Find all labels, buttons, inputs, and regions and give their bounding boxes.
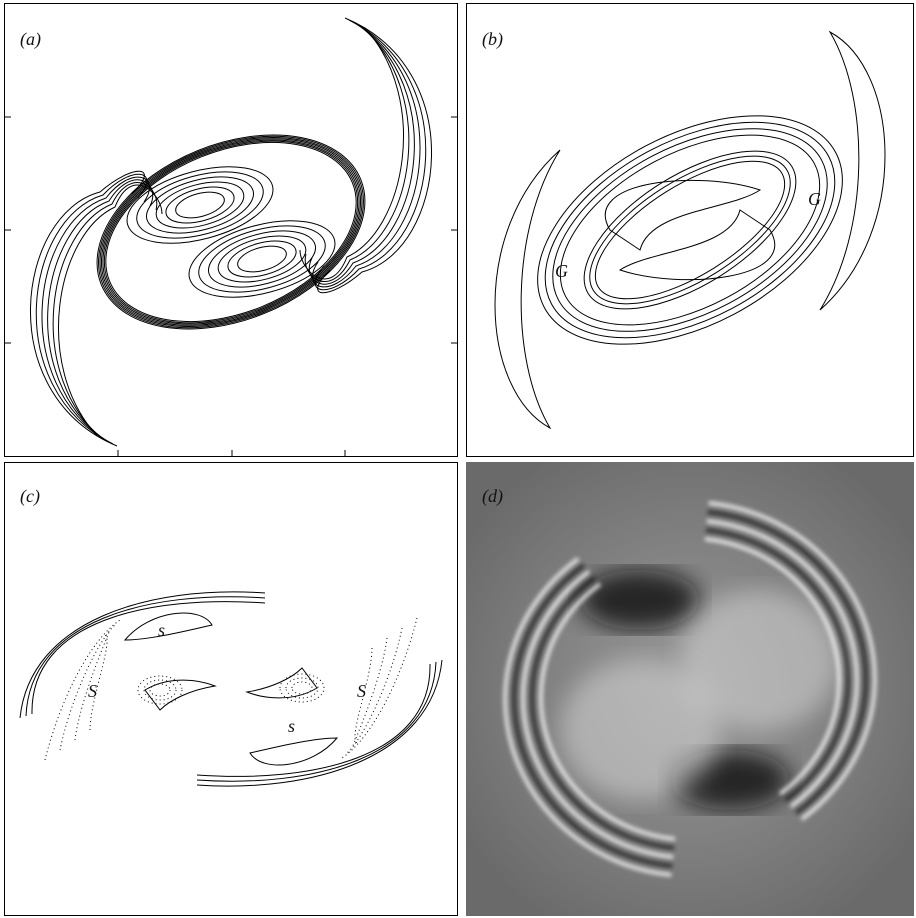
contour [605,180,760,250]
shade [580,570,700,630]
dotted-contour [342,618,417,758]
panel-label: (a) [20,29,41,50]
contour [519,87,860,373]
contour [181,207,343,312]
contour [567,127,813,333]
contour [529,96,850,364]
panel-b [495,32,885,428]
contour [68,98,394,366]
contour [575,135,806,326]
contour [250,738,337,765]
contour [247,668,317,698]
contour [72,101,390,362]
panel-a [4,18,458,457]
annotation: G [555,261,568,281]
panel-d [466,462,914,916]
annotation: S [357,681,366,701]
annotation: s [288,716,295,736]
annotation: S [88,681,97,701]
contour [197,660,442,786]
panel-c-frame [5,463,458,916]
contour [140,167,259,244]
contour [70,100,392,365]
contour [495,150,560,428]
panel-label: (b) [482,29,503,50]
annotation: G [808,189,821,209]
contour [213,228,311,291]
contour [620,210,775,280]
contour [119,153,281,258]
annotation: s [158,620,165,640]
figure: (a) (b) G G (c) S s s S (d) [0,0,916,918]
contour [26,597,265,716]
contour [510,78,871,383]
contour [151,174,249,237]
contour [235,241,289,276]
contour [173,187,227,222]
contour [500,69,881,392]
contour [20,592,265,718]
dotted-contour [347,628,402,753]
dotted-contour [45,620,120,760]
panel-c [20,592,442,786]
contour [197,662,436,781]
panel-label: (d) [482,486,503,507]
shade [560,660,720,800]
contour [125,613,212,640]
contour [820,32,885,310]
contour [202,221,321,298]
contour [145,680,215,710]
contour [559,120,821,340]
panel-label: (c) [20,486,40,507]
